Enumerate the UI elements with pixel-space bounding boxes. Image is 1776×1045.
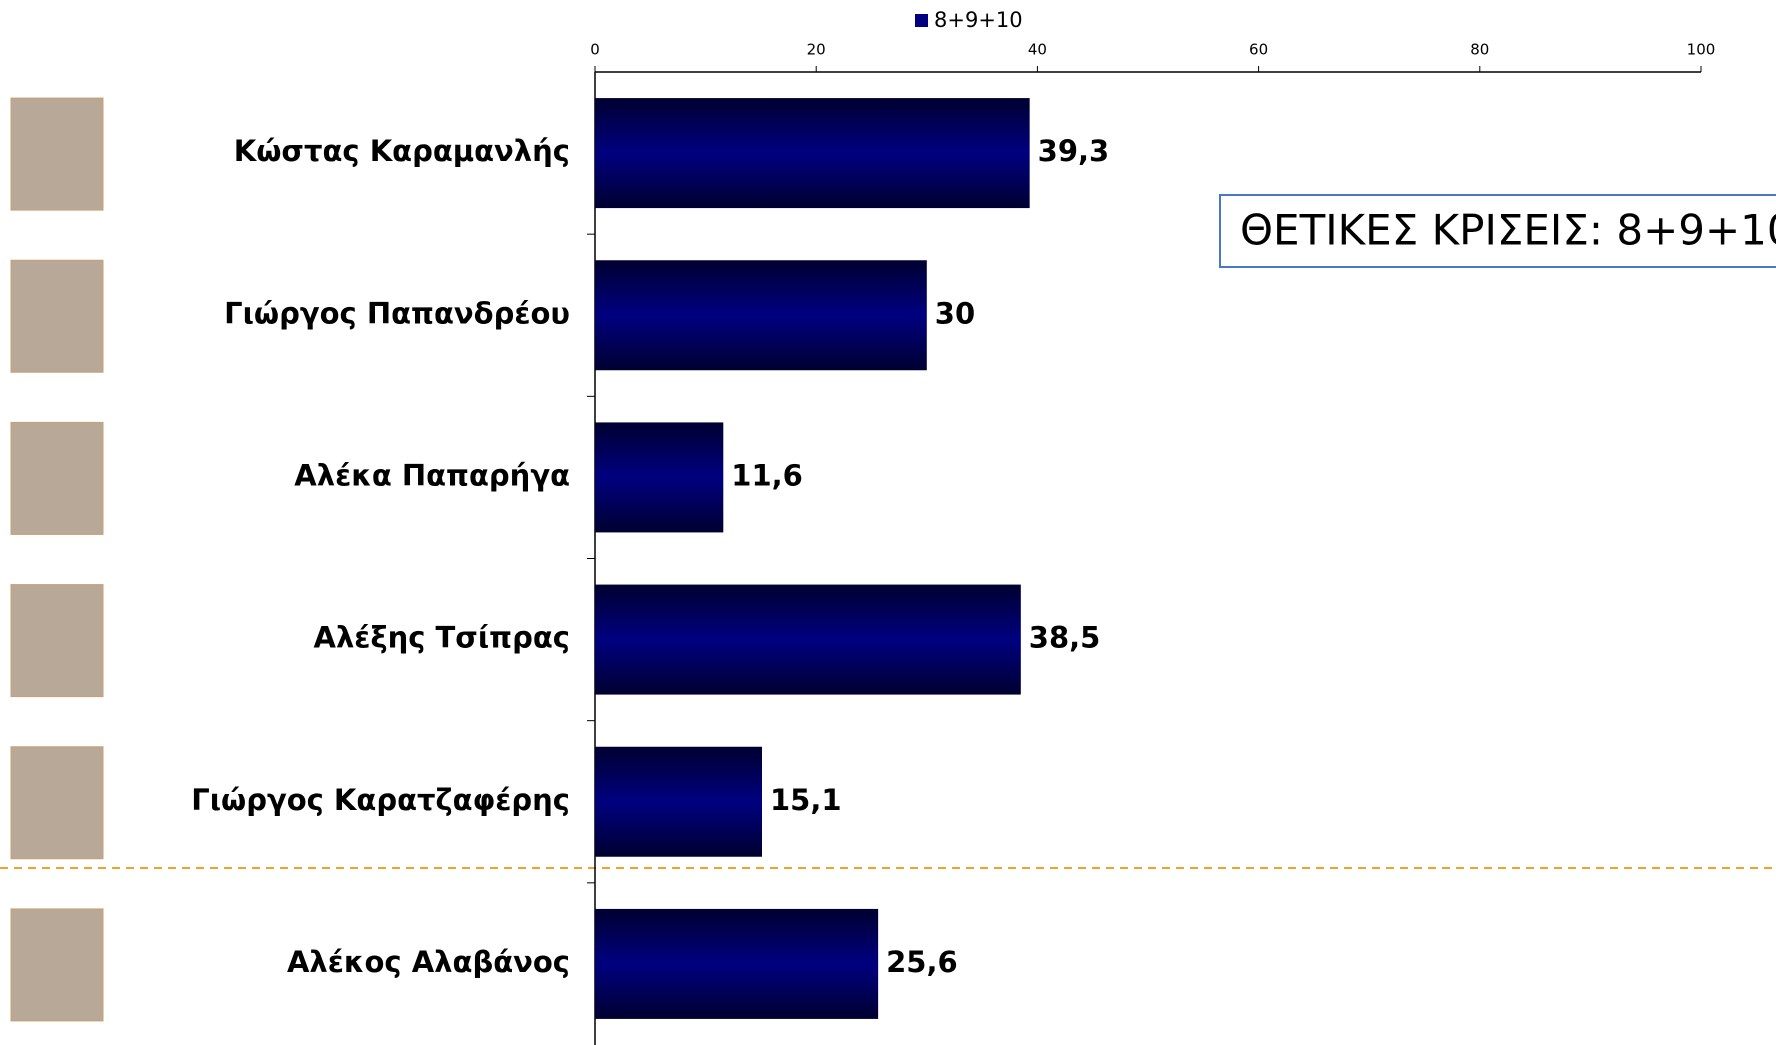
value-label: 30: [935, 296, 975, 330]
photo: [10, 259, 104, 373]
value-label: 39,3: [1038, 134, 1110, 168]
x-tick-label: 80: [1470, 41, 1489, 59]
category-label: Γιώργος Καρατζαφέρης: [191, 783, 570, 817]
photo: [10, 908, 104, 1022]
photo: [10, 746, 104, 860]
category-label: Αλέξης Τσίπρας: [314, 621, 570, 655]
value-label: 25,6: [886, 945, 958, 979]
x-tick-label: 0: [590, 41, 600, 59]
legend-label: 8+9+10: [934, 8, 1023, 32]
value-label: 15,1: [770, 783, 842, 817]
bar: [595, 746, 763, 857]
x-tick-label: 40: [1028, 41, 1047, 59]
x-tick-label: 100: [1687, 41, 1716, 59]
bar: [595, 422, 724, 533]
category-label: Αλέκα Παπαρήγα: [294, 458, 570, 492]
photo: [10, 421, 104, 535]
bar: [595, 908, 879, 1019]
category-label: Γιώργος Παπανδρέου: [224, 296, 570, 330]
x-tick-label: 60: [1249, 41, 1268, 59]
bar: [595, 584, 1021, 695]
value-label: 38,5: [1029, 621, 1101, 655]
photo: [10, 97, 104, 211]
annotation-box: [1219, 194, 1776, 268]
category-label: Κώστας Καραμανλής: [234, 134, 570, 168]
x-tick-label: 20: [807, 41, 826, 59]
bar: [595, 98, 1030, 209]
value-label: 11,6: [731, 458, 803, 492]
category-label: Αλέκος Αλαβάνος: [287, 945, 570, 979]
legend-swatch: [915, 14, 928, 27]
bar: [595, 260, 927, 371]
photo: [10, 584, 104, 698]
annotation: ΘΕΤΙΚΕΣ ΚΡΙΣΕΙΣ: 8+9+10: [1240, 206, 1776, 255]
